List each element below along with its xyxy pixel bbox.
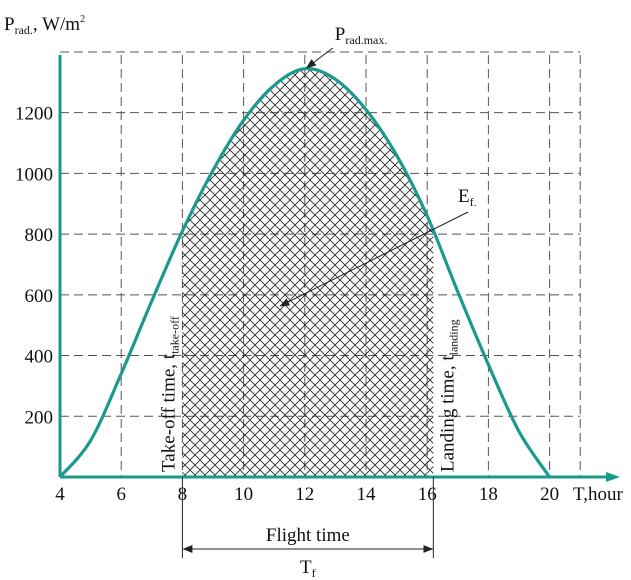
landing-time-label: Landing time, tlanding [437,319,460,472]
flight-time-label: Flight time [266,525,350,546]
x-tick-label: 20 [540,484,559,505]
x-axis-arrow [606,472,620,482]
y-tick-label: 600 [25,286,54,307]
takeoff-time-label: Take-off time, ttake-off [158,316,181,472]
x-tick-label: 14 [357,484,377,505]
x-tick-label: 6 [116,484,126,505]
y-tick-label: 200 [25,407,54,428]
flight-energy-area [60,69,550,477]
flight-duration-symbol: Tf [300,557,316,580]
y-tick-label: 800 [25,225,54,246]
x-axis-label: T,hour [573,484,623,505]
y-tick-label: 400 [25,347,54,368]
x-tick-label: 4 [55,484,65,505]
flight-energy-label: Ef. [458,186,477,209]
y-tick-label: 1200 [15,104,53,125]
x-tick-label: 10 [234,484,253,505]
peak-power-pointer [307,48,333,68]
y-axis-label: Prad., W/m2 [4,14,85,37]
x-tick-label: 12 [295,484,314,505]
x-tick-label: 16 [418,484,437,505]
y-tick-label: 1000 [15,164,53,185]
x-tick-label: 18 [479,484,498,505]
peak-power-label: Prad.max. [335,24,388,47]
